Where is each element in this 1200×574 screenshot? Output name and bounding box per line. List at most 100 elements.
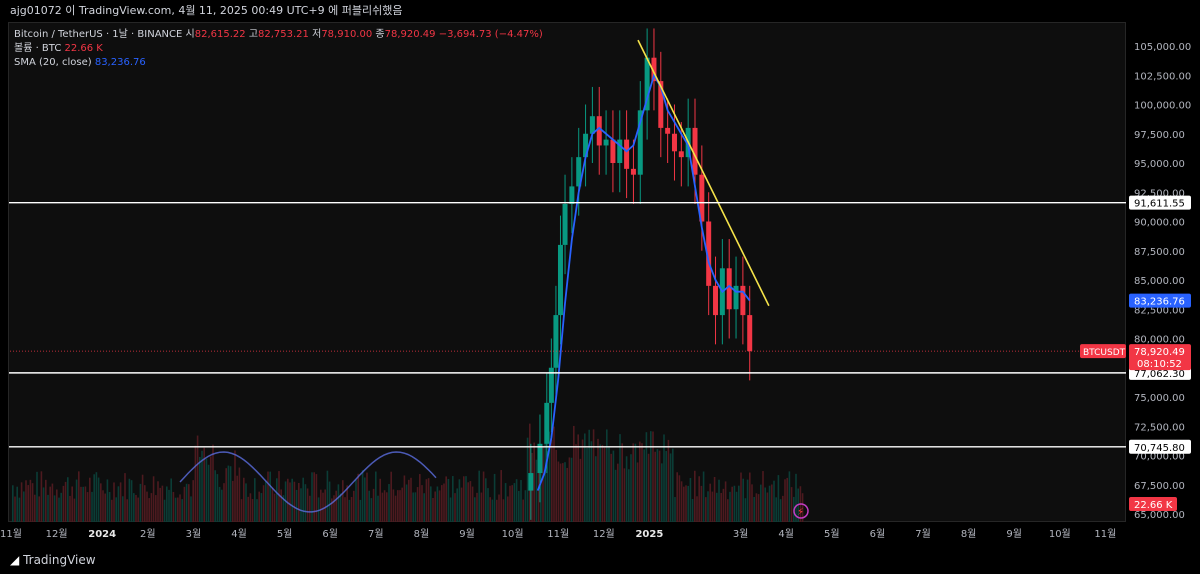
x-tick-label: 2025 (635, 529, 663, 540)
volume-bar (742, 478, 744, 522)
sma-line (536, 73, 751, 491)
volume-bar (335, 490, 337, 522)
volume-bar (117, 486, 120, 522)
volume-bar (557, 461, 560, 522)
volume-bar (322, 492, 324, 522)
volume-bar (16, 486, 18, 522)
volume-bar (746, 479, 749, 522)
volume-bar (355, 479, 357, 522)
volume-bar (392, 489, 395, 522)
volume-bar (465, 476, 467, 522)
volume-bar (271, 487, 274, 522)
volume-bar (513, 483, 516, 522)
volume-bar (590, 441, 593, 522)
volume-bar (216, 474, 219, 522)
volume-bar (467, 482, 469, 522)
x-tick-label: 3월 (186, 528, 202, 540)
volume-bar (515, 479, 518, 522)
level-price-tag: 77,062.30 (1134, 369, 1185, 380)
volume-label[interactable]: 볼륨 · BTC (14, 43, 62, 54)
volume-bar (69, 495, 71, 522)
volume-bar (727, 499, 729, 522)
volume-bar (51, 483, 54, 522)
volume-bar (476, 492, 478, 522)
volume-bar (568, 457, 571, 522)
close-label: 종 (375, 29, 385, 40)
volume-bar (188, 484, 190, 522)
volume-bar (183, 486, 186, 522)
volume-bar (566, 467, 568, 522)
x-tick-label: 11월 (547, 528, 569, 540)
volume-bar (636, 462, 639, 522)
volume-bar (36, 471, 38, 522)
volume-bar (133, 493, 135, 522)
volume-bar (425, 479, 428, 522)
volume-bar (12, 485, 14, 522)
tv-logo-icon: ◢ (10, 553, 20, 567)
candle-body (678, 151, 684, 158)
volume-bar (460, 487, 463, 522)
volume-bar (447, 478, 450, 522)
sma-price-tag-bg (1129, 293, 1191, 308)
volume-bar (60, 492, 62, 522)
volume-bar (71, 486, 73, 522)
chart-legend: Bitcoin / TetherUS · 1날 · BINANCE 시82,61… (14, 28, 543, 70)
volume-bar (159, 487, 161, 522)
volume-bar (403, 475, 406, 522)
volume-bar (683, 486, 685, 522)
volume-bar (608, 447, 610, 522)
symbol-tag-bg (1080, 344, 1126, 359)
volume-bar (42, 487, 45, 522)
volume-bar (775, 497, 777, 522)
volume-bar (53, 495, 56, 522)
tradingview-logo[interactable]: ◢ TradingView (10, 553, 96, 567)
candle-body (624, 139, 630, 169)
volume-bar (628, 469, 630, 522)
volume-bar (379, 478, 381, 522)
volume-bar (130, 480, 133, 522)
volume-bar (685, 485, 687, 522)
publisher-line: ajg01072 이 TradingView.com, 4월 11, 2025 … (10, 4, 403, 17)
y-tick-label: 92,500.00 (1134, 188, 1185, 199)
high-value: 82,753.21 (258, 29, 309, 40)
volume-bar (720, 492, 722, 522)
volume-bar (436, 486, 439, 522)
sma-label[interactable]: SMA (20, close) (14, 57, 92, 68)
candle-body (665, 127, 671, 134)
volume-bar (724, 481, 727, 522)
volume-bar (520, 480, 522, 522)
volume-bar (122, 496, 124, 522)
lightning-icon (793, 503, 809, 519)
chart-pane[interactable] (8, 22, 1126, 522)
x-tick-label: 4월 (778, 528, 794, 540)
volume-bar (375, 471, 377, 522)
volume-bar (641, 443, 643, 522)
high-label: 고 (248, 29, 259, 40)
volume-bar (40, 471, 43, 522)
volume-bar (751, 484, 753, 522)
symbol-description[interactable]: Bitcoin / TetherUS · 1날 · BINANCE (14, 29, 183, 40)
x-tick-label: 9월 (459, 528, 475, 540)
volume-bar (634, 443, 637, 522)
volume-bar (575, 444, 577, 522)
volume-bar (210, 456, 212, 522)
volume-bar (665, 450, 667, 522)
volume-bar (401, 487, 403, 522)
volume-bar (282, 495, 285, 522)
sma-value: 83,236.76 (94, 57, 146, 68)
volume-bar (687, 485, 689, 522)
candle-body (747, 315, 753, 352)
volume-bar (152, 476, 155, 522)
volume-bar (227, 465, 230, 522)
volume-bar (166, 486, 168, 522)
volume-bar (78, 471, 80, 522)
volume-bar (100, 483, 102, 522)
volume-bar (144, 485, 146, 522)
volume-bar (386, 492, 388, 522)
candle-body (576, 157, 582, 187)
volume-bar (218, 486, 221, 522)
symbol-tag: BTCUSDT (1083, 348, 1126, 358)
volume-bar (97, 477, 100, 522)
x-tick-label: 8월 (414, 528, 430, 540)
